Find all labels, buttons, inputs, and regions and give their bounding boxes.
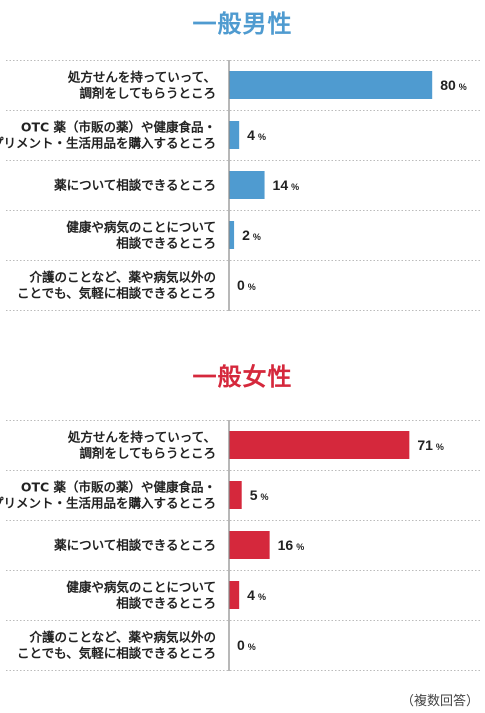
male-value-label: 0% [237, 277, 256, 293]
female-value-label: 16% [278, 537, 305, 553]
female-bar [229, 431, 410, 459]
male-bar-chart: 処方せんを持っていって、調剤をしてもらうところ 80 % OTC 薬（市販の薬）や健康… [0, 60, 480, 311]
male-category-label: OTC 薬（市販の薬）や健康食品・サプリメント・生活用品を購入するところ [0, 120, 216, 151]
female-bar [229, 581, 240, 609]
male-bar [229, 121, 240, 149]
female-category-label: 処方せんを持っていって、調剤をしてもらうところ [67, 430, 216, 461]
footnote-multiple-answers: （複数回答） [400, 694, 479, 709]
female-category-label: 薬について相談できるところ [53, 538, 216, 553]
female-value-label: 4% [247, 587, 266, 603]
female-bar [229, 531, 270, 559]
female-chart-title: 一般女性 [192, 363, 293, 391]
female-value-label: 0% [237, 637, 256, 653]
male-value-label: 4% [247, 127, 266, 143]
female-bar [229, 481, 242, 509]
female-category-label: 健康や病気のことについて相談できるところ [66, 580, 216, 611]
male-category-label: 介護のことなど、薬や病気以外のことでも、気軽に相談できるところ [17, 270, 216, 301]
male-bar [229, 171, 265, 199]
male-bar [229, 221, 235, 249]
male-category-label: 健康や病気のことについて相談できるところ [66, 220, 216, 251]
male-category-label: 薬について相談できるところ [53, 178, 216, 193]
female-value-label: 71% [417, 437, 444, 453]
male-bar [229, 71, 433, 99]
female-bar-chart: 処方せんを持っていって、調剤をしてもらうところ 71 % OTC 薬（市販の薬）や健康… [0, 420, 480, 671]
male-value-label: 80% [440, 77, 467, 93]
female-category-label: OTC 薬（市販の薬）や健康食品・サプリメント・生活用品を購入するところ [0, 480, 216, 511]
male-value-label: 14% [273, 177, 300, 193]
male-chart-title: 一般男性 [192, 10, 293, 38]
female-value-label: 5% [250, 487, 269, 503]
male-category-label: 処方せんを持っていって、調剤をしてもらうところ [67, 70, 216, 101]
male-value-label: 2% [242, 227, 261, 243]
female-category-label: 介護のことなど、薬や病気以外のことでも、気軽に相談できるところ [17, 630, 216, 661]
